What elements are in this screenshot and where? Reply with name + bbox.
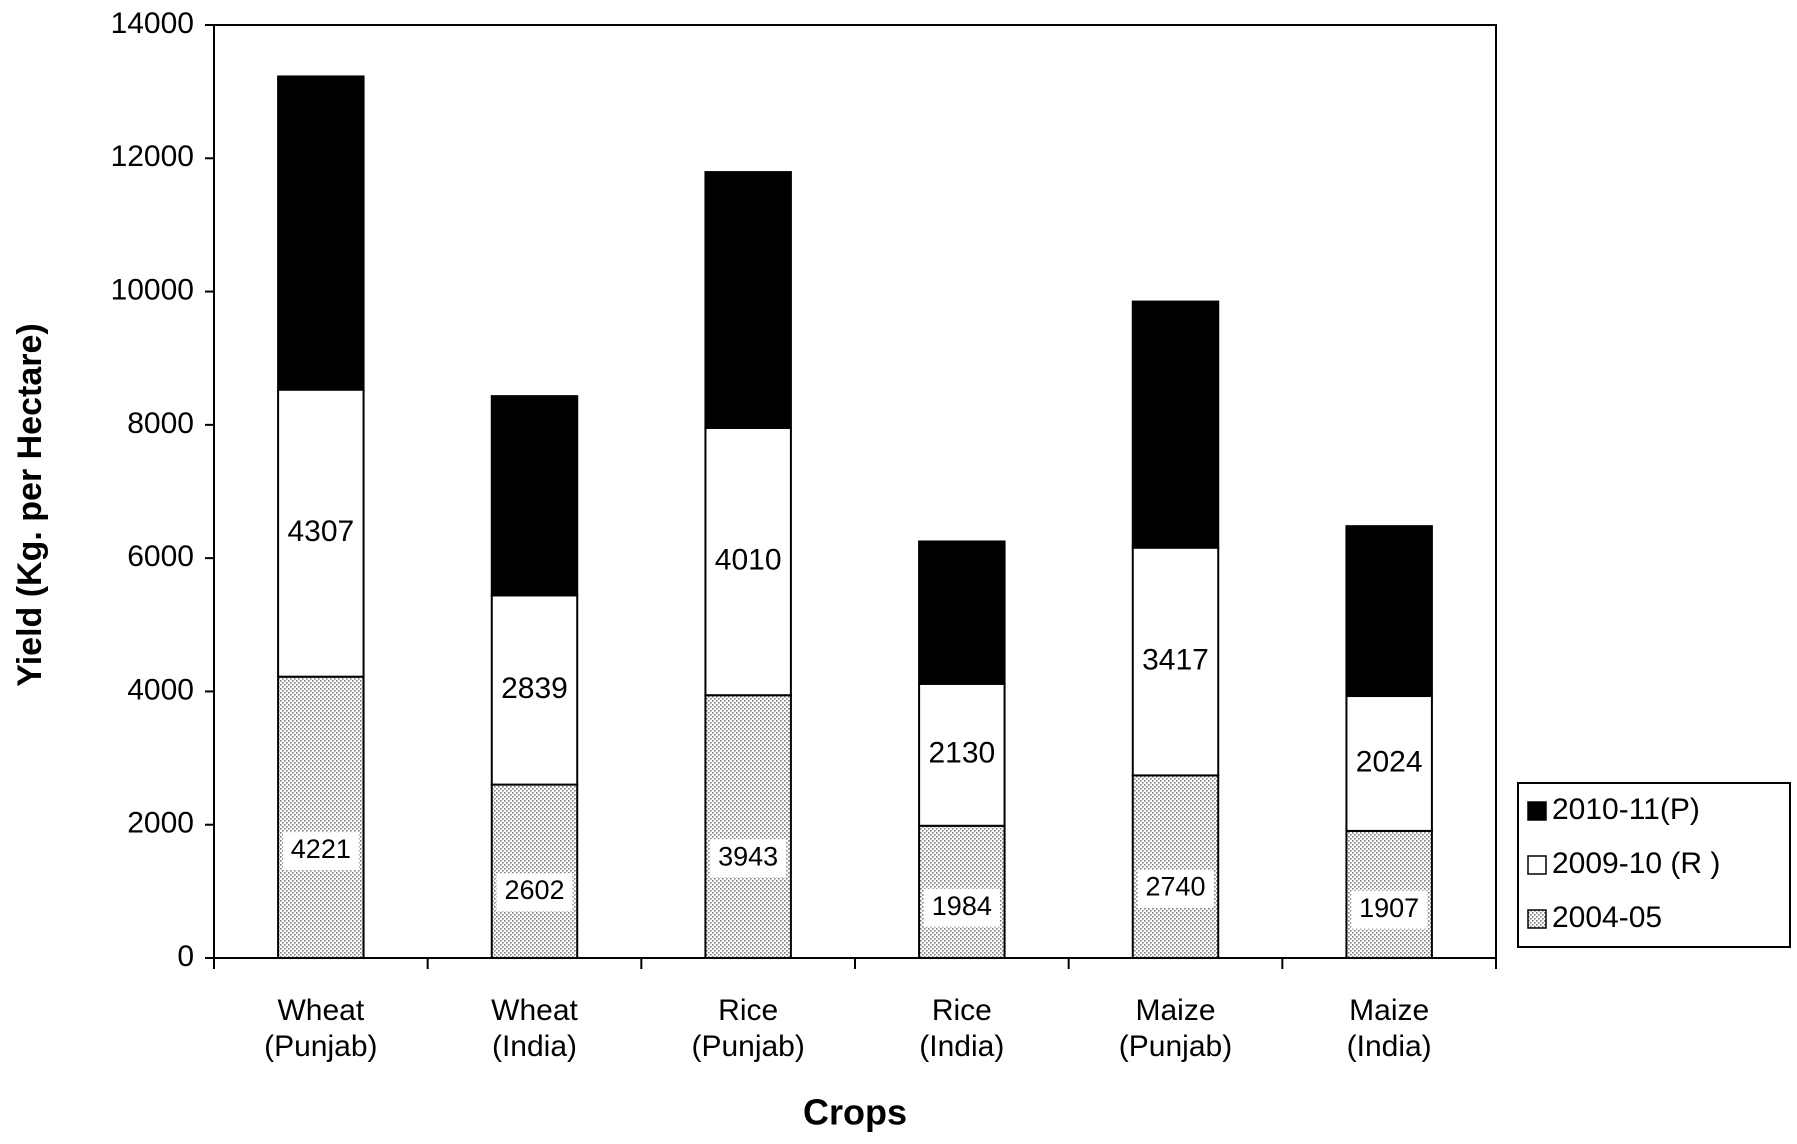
legend-label: 2004-05 bbox=[1552, 901, 1662, 934]
bar-segment bbox=[1345, 525, 1433, 698]
y-tick-label: 4000 bbox=[127, 673, 194, 706]
data-label: 4307 bbox=[287, 515, 354, 548]
y-tick-label: 0 bbox=[177, 940, 194, 973]
data-label: 2024 bbox=[1356, 745, 1423, 778]
bar-segment bbox=[918, 682, 1006, 827]
bar-segment bbox=[490, 395, 579, 597]
x-tick-label: Wheat (India) bbox=[491, 994, 578, 1063]
data-label: 4221 bbox=[291, 834, 351, 864]
data-label: 3943 bbox=[718, 841, 778, 871]
bar-segment bbox=[277, 675, 365, 959]
y-tick-label: 2000 bbox=[127, 807, 194, 840]
bar-segment bbox=[704, 171, 792, 429]
bar-segment bbox=[490, 594, 579, 786]
data-label: 1984 bbox=[932, 891, 992, 921]
y-tick-label: 14000 bbox=[111, 7, 194, 40]
data-label: 4010 bbox=[715, 544, 782, 577]
y-tick-label: 8000 bbox=[127, 407, 194, 440]
bar-segment bbox=[277, 75, 365, 391]
legend-swatch bbox=[1527, 909, 1547, 929]
y-tick-label: 6000 bbox=[127, 540, 194, 573]
bar-segment bbox=[490, 783, 579, 959]
x-tick-label: Rice (Punjab) bbox=[691, 994, 804, 1063]
data-label: 2839 bbox=[501, 672, 568, 705]
bar-segment bbox=[1345, 695, 1433, 832]
label-bg bbox=[1137, 869, 1214, 908]
label-bg bbox=[282, 832, 359, 871]
data-label: 2740 bbox=[1145, 872, 1205, 902]
plot-area bbox=[213, 24, 1497, 959]
data-label: 3417 bbox=[1142, 643, 1209, 676]
label-bg bbox=[923, 888, 1000, 927]
x-axis-label: Crops bbox=[803, 1092, 907, 1133]
x-tick-label: Maize (India) bbox=[1347, 994, 1432, 1063]
y-tick-label: 10000 bbox=[111, 273, 194, 306]
x-tick-label: Wheat (Punjab) bbox=[264, 994, 377, 1063]
bar-segment bbox=[918, 540, 1006, 685]
label-bg bbox=[1351, 890, 1428, 929]
legend-swatch bbox=[1527, 855, 1547, 875]
legend-box bbox=[1517, 782, 1791, 948]
x-tick-label: Maize (Punjab) bbox=[1119, 994, 1232, 1063]
y-tick-label: 12000 bbox=[111, 140, 194, 173]
bar-segment bbox=[704, 694, 792, 960]
data-label: 1907 bbox=[1359, 893, 1419, 923]
label-bg bbox=[496, 873, 573, 912]
y-axis-label: Yield (Kg. per Hectare) bbox=[11, 323, 49, 686]
bar-segment bbox=[1131, 546, 1220, 777]
bar-segment bbox=[1131, 774, 1220, 959]
data-label: 2130 bbox=[928, 737, 995, 770]
x-tick-label: Rice (India) bbox=[919, 994, 1004, 1063]
legend-label: 2010-11(P) bbox=[1552, 793, 1700, 826]
label-bg bbox=[710, 839, 787, 878]
legend-label: 2009-10 (R ) bbox=[1552, 847, 1720, 880]
legend-swatch bbox=[1527, 801, 1547, 821]
bar-segment bbox=[1131, 300, 1220, 549]
data-label: 2602 bbox=[504, 875, 564, 905]
